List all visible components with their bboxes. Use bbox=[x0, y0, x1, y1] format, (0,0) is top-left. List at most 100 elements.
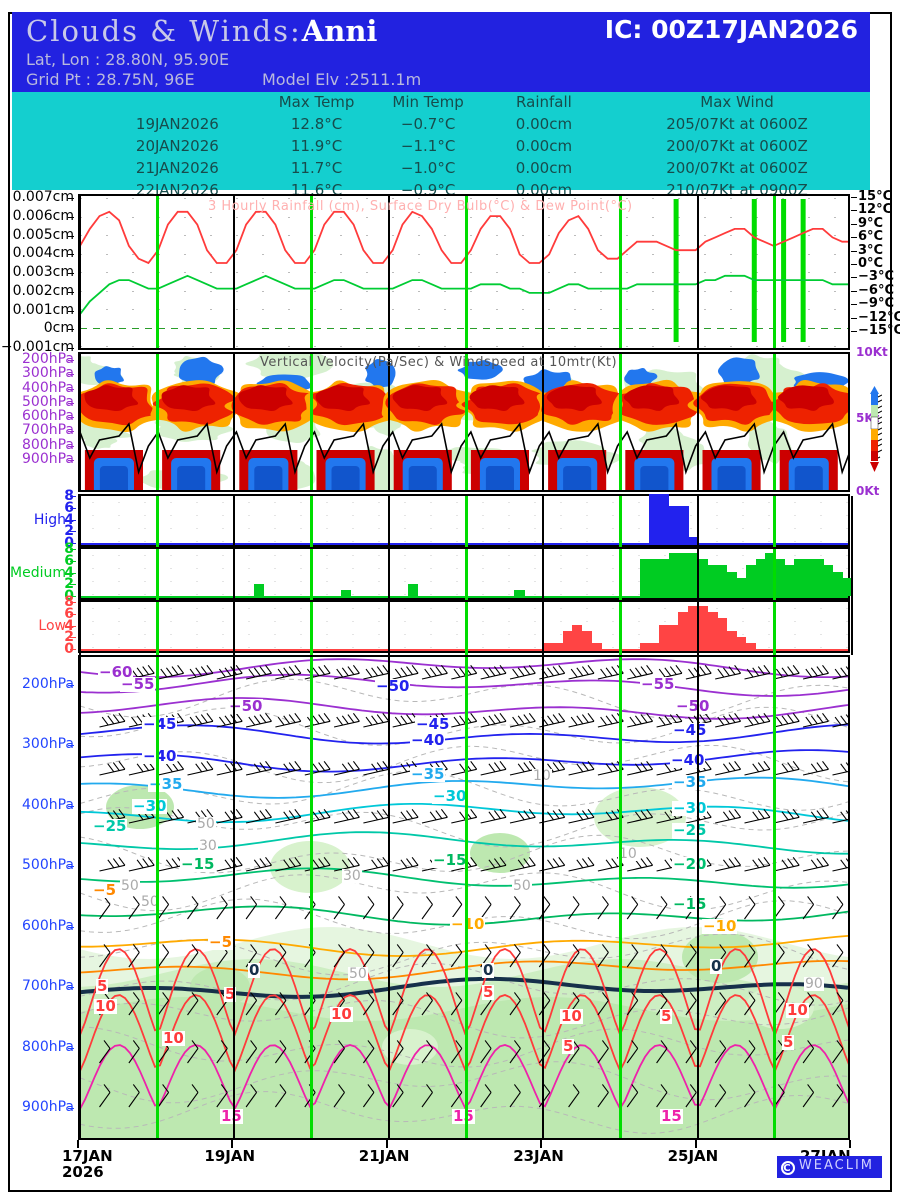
wind-barb bbox=[538, 1084, 551, 1108]
cross-section-field bbox=[80, 658, 848, 1138]
model-elevation-label: Model Elv :2511.1m bbox=[262, 70, 422, 89]
humidity-contour bbox=[80, 744, 848, 784]
humidity-contour bbox=[80, 872, 848, 912]
axis-tick bbox=[851, 304, 857, 306]
vv-contour-blob bbox=[392, 385, 448, 412]
wind-barb bbox=[187, 944, 199, 968]
axis-tick bbox=[851, 223, 857, 225]
wind-barb bbox=[802, 712, 829, 728]
wind-barb bbox=[802, 808, 829, 824]
high-cloud-bar bbox=[659, 494, 670, 543]
wind-barb bbox=[363, 808, 390, 824]
gridline bbox=[80, 198, 848, 199]
wind-barb bbox=[333, 1084, 345, 1108]
day-separator-minor bbox=[310, 354, 314, 490]
medium-cloud-bar bbox=[707, 565, 718, 596]
wind-barb bbox=[216, 808, 243, 824]
medium-cloud-bar bbox=[765, 553, 776, 596]
gridline bbox=[80, 309, 848, 310]
wind-barb bbox=[362, 992, 375, 1016]
wind-barb bbox=[99, 760, 126, 776]
cloud-axis-tick-label: 4 bbox=[64, 617, 74, 634]
wind-barb bbox=[509, 760, 536, 776]
cloud-axis-tick-label: 6 bbox=[64, 499, 74, 516]
table-cell: 12.8°C bbox=[290, 115, 343, 133]
day-separator-minor bbox=[155, 657, 159, 1138]
day-separator-major bbox=[851, 549, 853, 602]
wind-barb bbox=[187, 992, 199, 1016]
day-separator-minor bbox=[618, 496, 622, 549]
axis-tick bbox=[68, 745, 74, 747]
humidity-cell bbox=[382, 1029, 438, 1065]
temperature-contour-label: −10 bbox=[450, 915, 486, 933]
wind-barb bbox=[802, 1084, 815, 1108]
wind-barb bbox=[275, 760, 302, 776]
temperature-contour-label: 15 bbox=[660, 1107, 683, 1125]
temperature-contour-label: −60 bbox=[98, 663, 134, 681]
axis-tick-label: 0.002cm bbox=[12, 282, 74, 299]
wind-barb bbox=[333, 664, 360, 680]
axis-tick bbox=[68, 926, 74, 928]
wind-barb bbox=[832, 762, 848, 776]
wind-barb bbox=[333, 760, 360, 776]
low-cloud-bar bbox=[688, 606, 699, 649]
day-separator-minor bbox=[155, 196, 159, 348]
wind-barb bbox=[450, 1084, 463, 1108]
day-separator-minor bbox=[618, 354, 622, 490]
wind-barb bbox=[362, 1040, 375, 1064]
table-header-row: Max Temp Min Temp Rainfall Max Wind bbox=[12, 92, 870, 113]
humidity-cell bbox=[594, 787, 686, 847]
medium-cloud-bar bbox=[784, 565, 795, 596]
wind-barb bbox=[714, 1040, 727, 1064]
medium-cloud-bar bbox=[716, 565, 728, 596]
wind-barb bbox=[832, 1040, 844, 1064]
day-separator-minor bbox=[155, 549, 159, 602]
axis-tick-label: 600hPa bbox=[22, 917, 74, 934]
wind-barb bbox=[627, 664, 654, 680]
wind-barb bbox=[128, 1084, 140, 1108]
temperature-contour-label: −25 bbox=[92, 817, 128, 835]
temperature-contour-label: 5 bbox=[224, 985, 237, 1003]
wind-barb bbox=[802, 944, 815, 968]
cloud-axis-tick bbox=[70, 637, 76, 639]
medium-cloud-bar bbox=[774, 559, 786, 596]
low-cloud-bar bbox=[668, 624, 679, 649]
wind-barb bbox=[333, 856, 360, 872]
humidity-contour bbox=[80, 999, 848, 1039]
wind-barb bbox=[99, 1084, 111, 1108]
axis-tick bbox=[68, 310, 74, 312]
wind-barb bbox=[158, 664, 185, 680]
high-cloud-panel bbox=[78, 494, 853, 549]
medium-cloud-bar bbox=[745, 565, 757, 596]
wind-barb bbox=[216, 1040, 228, 1064]
day-separator-major bbox=[79, 496, 81, 549]
low-cloud-panel bbox=[78, 600, 853, 655]
humidity-contour bbox=[80, 1026, 848, 1068]
temperature-contour-label: −5 bbox=[92, 881, 118, 899]
day-separator-major bbox=[542, 549, 545, 602]
medium-cloud-bar bbox=[813, 559, 824, 596]
low-cloud-bar bbox=[726, 630, 737, 649]
axis-tick-label: 15°C bbox=[858, 189, 893, 204]
axis-tick bbox=[851, 197, 857, 198]
gridline bbox=[80, 235, 848, 236]
medium-cloud-bar bbox=[755, 559, 766, 596]
temperature-contour bbox=[80, 976, 848, 999]
wind-barb bbox=[245, 712, 272, 728]
wind-barb bbox=[451, 664, 478, 680]
day-separator-minor bbox=[310, 196, 314, 348]
wind-barb bbox=[245, 808, 272, 824]
axis-tick bbox=[68, 388, 74, 390]
day-separator-major bbox=[80, 657, 81, 1138]
medium-cloud-bar bbox=[659, 559, 670, 596]
vv-contour-blob bbox=[700, 385, 758, 411]
col-rainfall: Rainfall bbox=[516, 93, 572, 111]
day-separator-major bbox=[851, 496, 853, 549]
temperature-contour bbox=[80, 697, 848, 720]
table-cell: −1.1°C bbox=[400, 137, 456, 155]
wind-barb bbox=[275, 712, 302, 728]
vv-contour-blob bbox=[777, 385, 835, 411]
wind-barb bbox=[627, 760, 654, 776]
main-plot-area: −60 −55 −55 −50 −50 −50 −45 −45 −45 −40 −40 −40 −35−… bbox=[80, 657, 848, 1138]
day-separator-major bbox=[387, 549, 390, 602]
